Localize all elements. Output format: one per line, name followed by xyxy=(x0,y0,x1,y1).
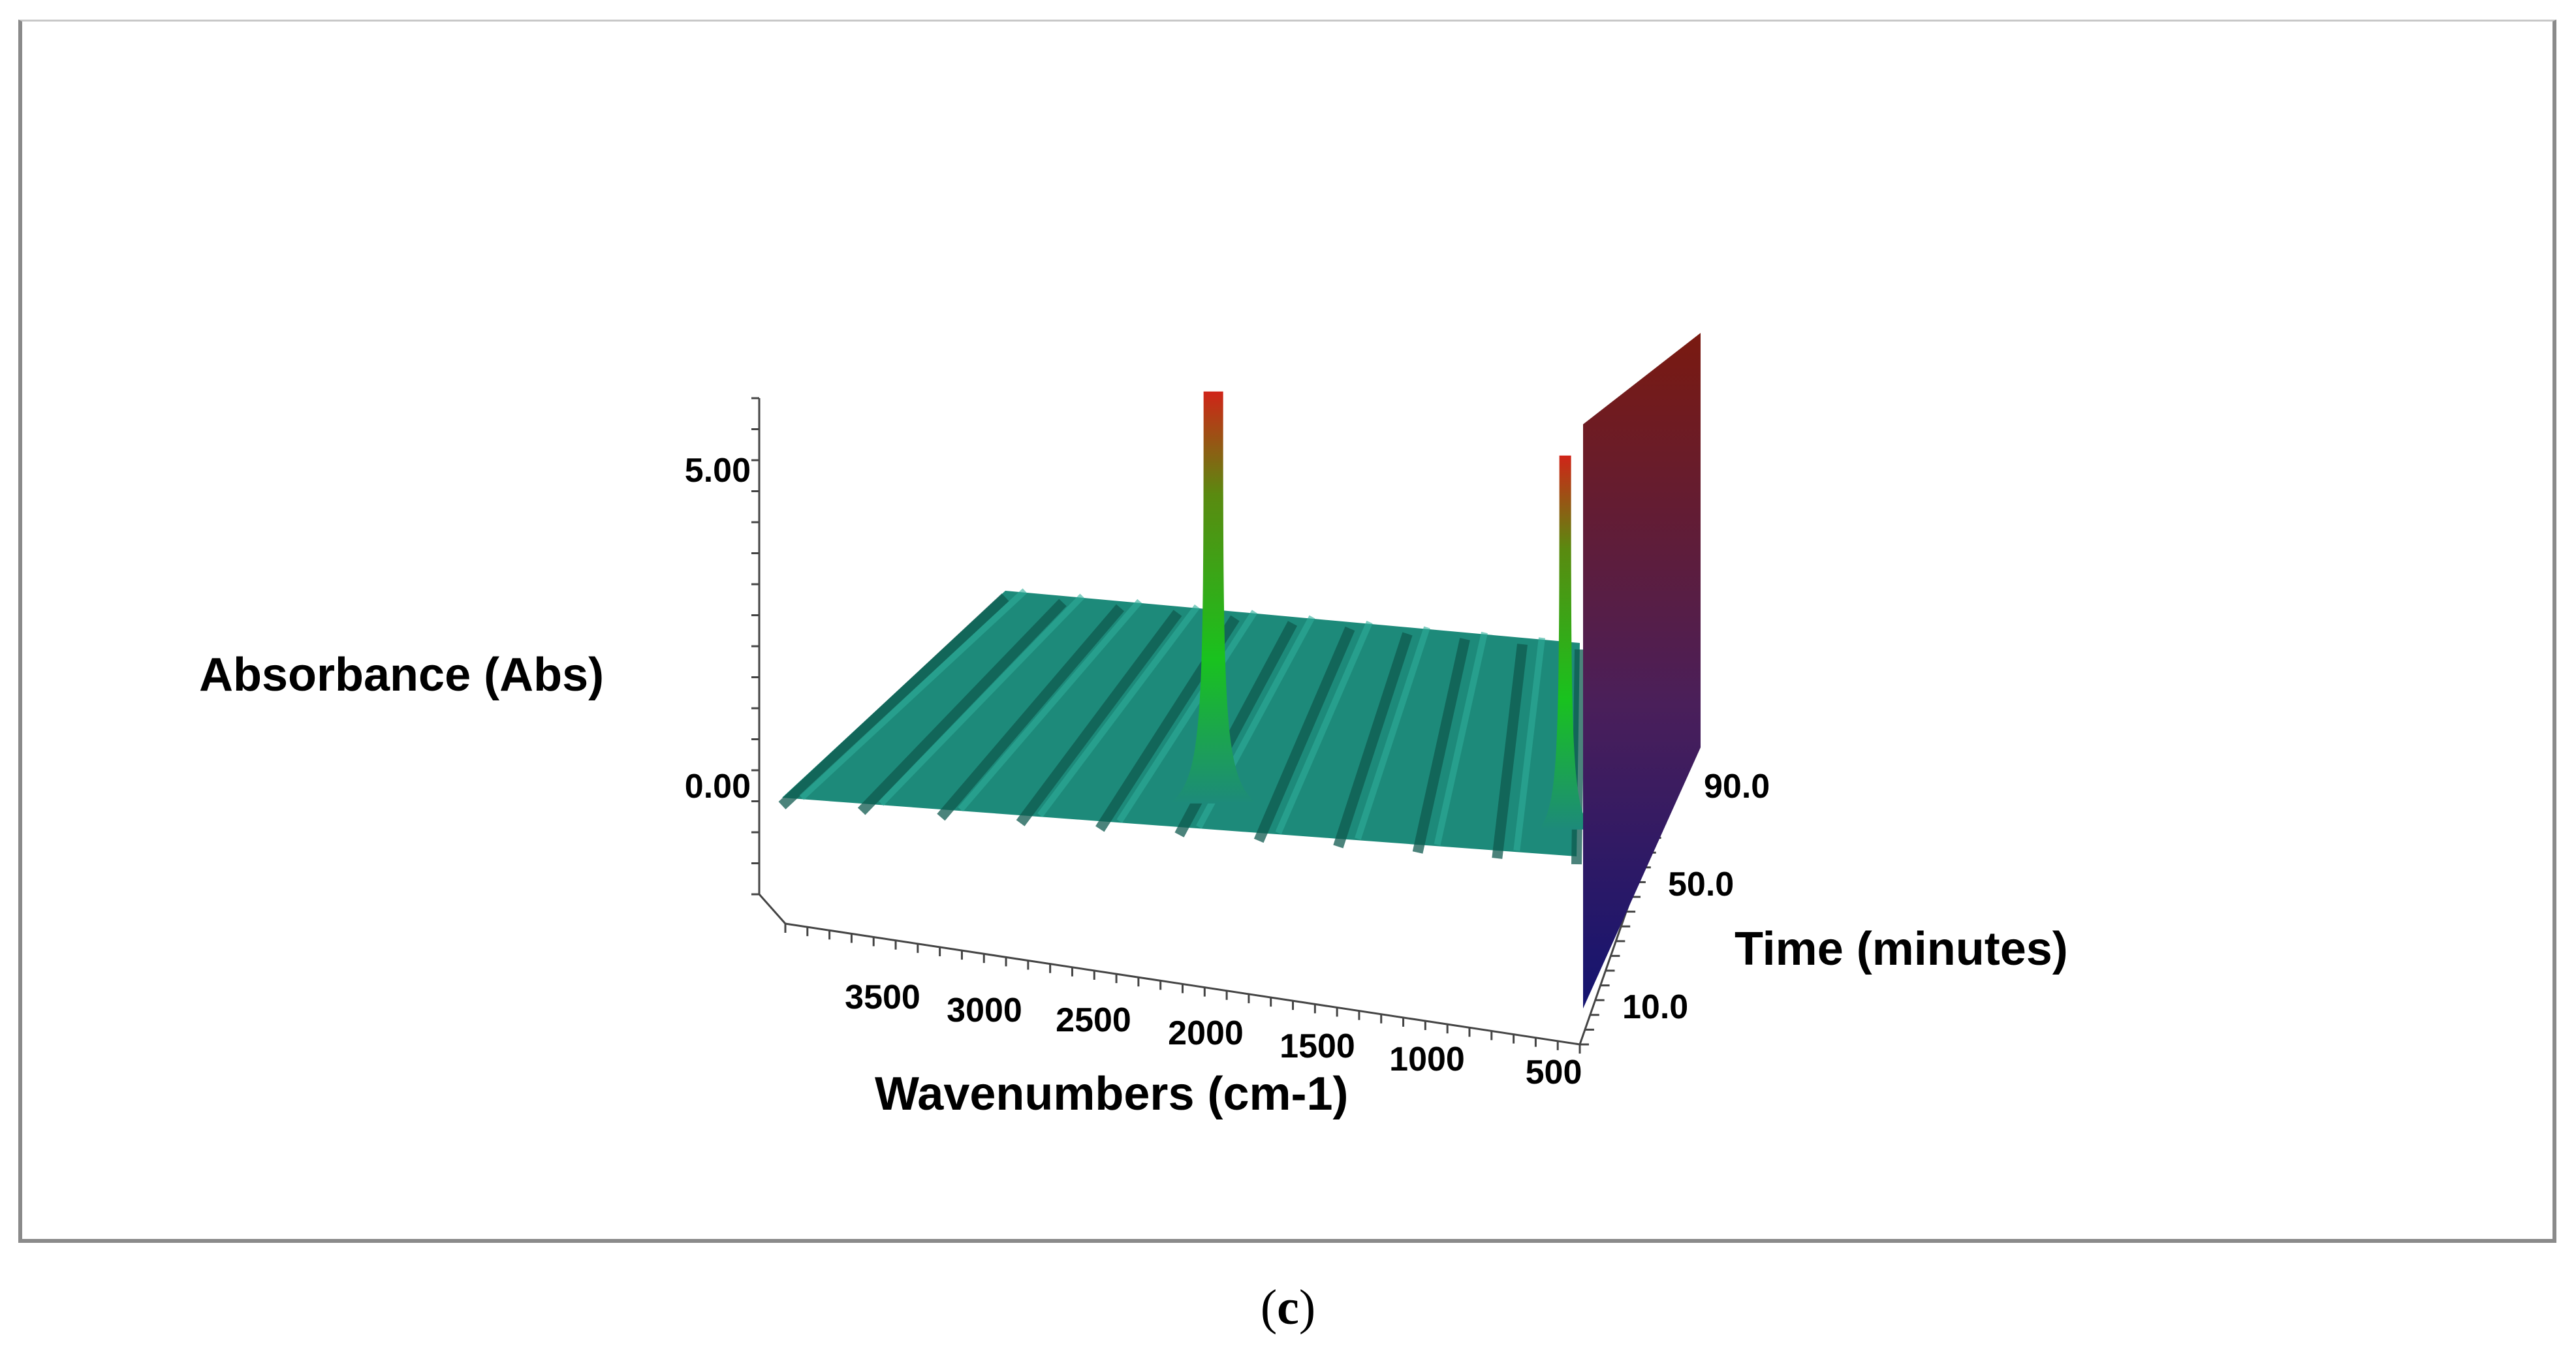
surface-ripple-highlight xyxy=(1434,631,1488,846)
z-axis-title: Time (minutes) xyxy=(1735,923,2068,975)
z-tick-label: 10.0 xyxy=(1622,988,1688,1026)
x-tick-label: 500 xyxy=(1526,1054,1582,1091)
edge-wall xyxy=(1583,333,1701,1009)
surface-ripple xyxy=(1492,644,1528,859)
y-tick-label: 5.00 xyxy=(685,452,751,490)
surface-ripple xyxy=(857,599,1067,815)
y-tick-label: 0.00 xyxy=(685,768,751,806)
surface-ripples xyxy=(778,588,1603,865)
x-axis-title: Wavenumbers (cm-1) xyxy=(875,1068,1349,1120)
surface-ripple xyxy=(937,604,1125,821)
panel-label-close: ) xyxy=(1298,1280,1316,1335)
y-axis-title: Absorbance (Abs) xyxy=(199,649,604,701)
surface-ripple xyxy=(1016,610,1182,826)
surface-ripple xyxy=(778,593,1009,809)
axis-corner xyxy=(758,894,787,924)
surface-ripple-highlight xyxy=(1116,610,1258,823)
x-tick-label: 2500 xyxy=(1056,1001,1131,1039)
spectrum-surface xyxy=(778,333,1701,1009)
surface-ripple-highlight xyxy=(1355,626,1430,840)
y-minor-ticks xyxy=(751,397,759,896)
x-tick-label: 3000 xyxy=(947,992,1022,1029)
peak-2100 xyxy=(1170,391,1257,804)
z-tick-label: 50.0 xyxy=(1668,866,1734,903)
surface-ripple-highlight xyxy=(879,593,1085,806)
z-tick-label: 90.0 xyxy=(1704,768,1770,806)
surface-ripple-highlight xyxy=(1513,637,1545,851)
panel-label: (c) xyxy=(0,1279,2576,1336)
surface-ripple xyxy=(1333,632,1413,849)
x-tick-label: 1000 xyxy=(1389,1040,1465,1078)
x-tick-label: 2000 xyxy=(1168,1014,1244,1052)
surface-ripple-highlight xyxy=(1275,621,1373,834)
surface-ripple xyxy=(1412,638,1470,854)
peak-550 xyxy=(1539,455,1592,830)
x-minor-ticks xyxy=(784,924,1581,1054)
x-tick-label: 1500 xyxy=(1280,1027,1355,1065)
surface-ripple xyxy=(1571,649,1585,865)
tick-labels: 5.00 0.00 3500 3000 2500 2000 1500 1000 … xyxy=(685,452,1770,1091)
surface-ripple-highlight xyxy=(958,599,1142,812)
panel-label-open: ( xyxy=(1260,1280,1278,1335)
surface-ripple xyxy=(1253,626,1355,843)
surface-ripple-highlight xyxy=(1037,604,1200,818)
x-tick-label: 3500 xyxy=(845,978,920,1016)
surface-ripple-highlight xyxy=(799,588,1028,800)
panel-label-letter: c xyxy=(1277,1280,1299,1335)
